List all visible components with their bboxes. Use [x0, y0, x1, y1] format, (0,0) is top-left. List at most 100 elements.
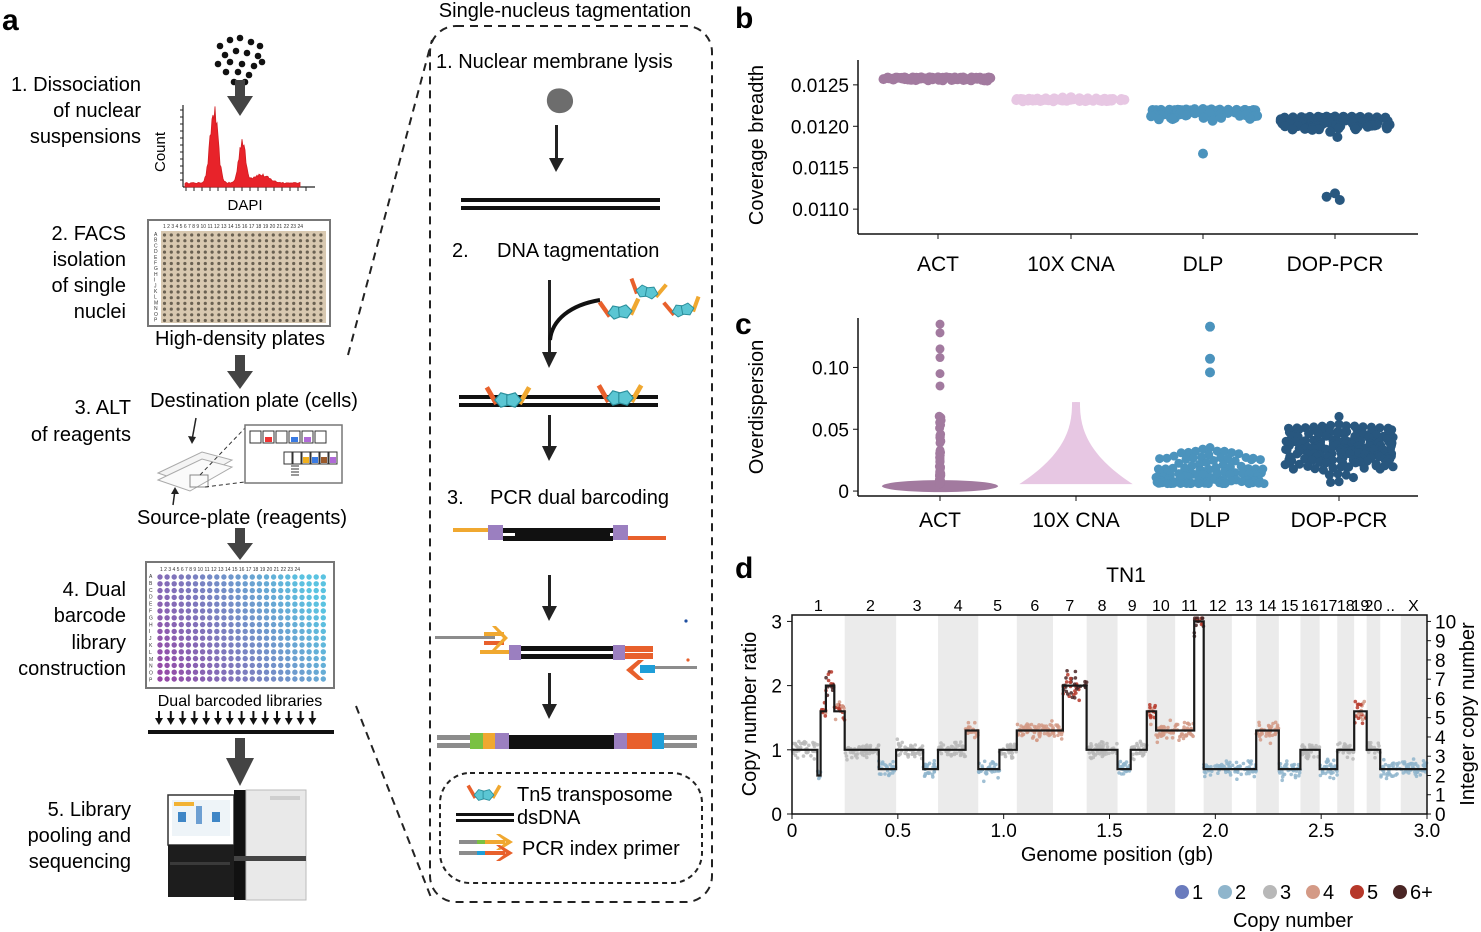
- plate-well: [196, 261, 201, 266]
- chromosome-band: [1337, 615, 1355, 814]
- plate-well: [299, 628, 305, 635]
- nucleus-dot: [245, 71, 253, 79]
- chromosome-label: 13: [1235, 598, 1253, 615]
- plate-well: [312, 244, 316, 248]
- plate-well: [183, 273, 187, 277]
- plate-well: [244, 239, 248, 243]
- copy-number-point: [958, 753, 963, 758]
- plate-well: [278, 581, 284, 587]
- plate-well: [185, 581, 192, 587]
- copy-number-point: [903, 745, 907, 749]
- plate-well: [157, 621, 163, 628]
- plate-well: [319, 307, 323, 311]
- copy-number-point: [1289, 763, 1294, 768]
- plate-well: [256, 649, 263, 655]
- plate-well: [207, 628, 213, 635]
- arrow-down-icon: [169, 711, 172, 720]
- overdispersion-point: [935, 353, 945, 363]
- plate-well: [224, 290, 228, 294]
- plate-well: [178, 608, 184, 614]
- plate-well: [285, 655, 291, 662]
- free-transposomes: [597, 277, 701, 320]
- plate-well: [278, 244, 282, 248]
- x-tick-label: ACT: [919, 509, 961, 532]
- copy-number-point: [992, 769, 997, 774]
- plate-well: [313, 662, 319, 669]
- plate-well: [207, 635, 213, 641]
- plate-well: [235, 635, 241, 641]
- plate-well: [210, 250, 214, 254]
- copy-number-point: [954, 740, 958, 745]
- plate-well: [196, 279, 201, 283]
- overdispersion-point: [1186, 479, 1196, 489]
- plate-row-label: L: [154, 295, 157, 301]
- copy-number-point: [1297, 773, 1301, 778]
- plate-well: [164, 574, 170, 580]
- plate-well: [199, 649, 206, 655]
- plate-well: [263, 655, 270, 662]
- plate-row-label: K: [154, 289, 158, 295]
- plate-well: [199, 642, 206, 648]
- copy-number-point: [1372, 745, 1377, 750]
- step3-line1: 3. ALT: [75, 397, 131, 419]
- copy-number-point: [1077, 698, 1081, 703]
- coverage-point: [937, 75, 948, 86]
- plate-row-label: I: [154, 278, 155, 284]
- plate-well: [298, 239, 303, 243]
- plate-well: [228, 621, 234, 628]
- plate-well: [178, 649, 184, 655]
- plate-well: [192, 662, 199, 669]
- plate-well: [176, 273, 180, 277]
- legend-label: 5: [1367, 882, 1378, 904]
- panel-label-b: b: [735, 2, 753, 35]
- plate-well: [224, 318, 228, 323]
- plate-well: [169, 233, 173, 237]
- plate-well: [263, 649, 270, 655]
- plate-well: [221, 642, 227, 648]
- plate-well: [228, 655, 234, 662]
- arrow-down-icon: [228, 711, 231, 720]
- copy-number-point: [1359, 702, 1363, 707]
- plate-well: [176, 301, 180, 305]
- copy-number-point: [1056, 733, 1060, 738]
- coverage-point: [878, 74, 889, 85]
- plate-well: [217, 233, 221, 237]
- plate-row-label: A: [149, 574, 153, 580]
- copy-number-point: [1314, 743, 1318, 748]
- plate-well: [217, 290, 221, 294]
- plate-well: [263, 615, 270, 621]
- overdispersion-point: [1205, 443, 1215, 452]
- plate-well: [285, 574, 291, 580]
- plate-well: [207, 655, 213, 662]
- copy-number-point: [861, 744, 865, 749]
- legend-dsdna-label: dsDNA: [517, 807, 581, 829]
- plate-well: [237, 250, 241, 254]
- arrow-down-icon: [181, 711, 184, 720]
- copy-number-point: [1121, 762, 1126, 767]
- tag-legend-box: [439, 772, 703, 884]
- arrow-down-icon: [226, 738, 254, 786]
- plate-well: [299, 615, 305, 621]
- plate-well: [306, 615, 312, 621]
- copy-number-point: [1367, 741, 1371, 746]
- overdispersion-point: [1303, 461, 1313, 471]
- copy-number-point: [867, 751, 872, 756]
- plate-well: [292, 628, 298, 635]
- plate-well: [258, 233, 262, 237]
- copy-number-point: [1257, 734, 1262, 739]
- plate-well: [214, 574, 220, 580]
- plate-well: [237, 313, 241, 317]
- copy-number-point: [1203, 774, 1207, 779]
- plate-well: [214, 662, 220, 669]
- plate-well: [258, 284, 262, 288]
- copy-number-point: [1048, 732, 1053, 737]
- plate-well: [235, 676, 241, 682]
- plate-well: [199, 669, 206, 675]
- plate-well: [178, 662, 184, 669]
- plate-well: [224, 273, 228, 277]
- arrow-down-icon: [249, 718, 258, 725]
- plate-well: [298, 279, 303, 283]
- overdispersion-point: [1191, 446, 1201, 456]
- plate-well: [244, 267, 248, 271]
- plate-well: [306, 587, 312, 594]
